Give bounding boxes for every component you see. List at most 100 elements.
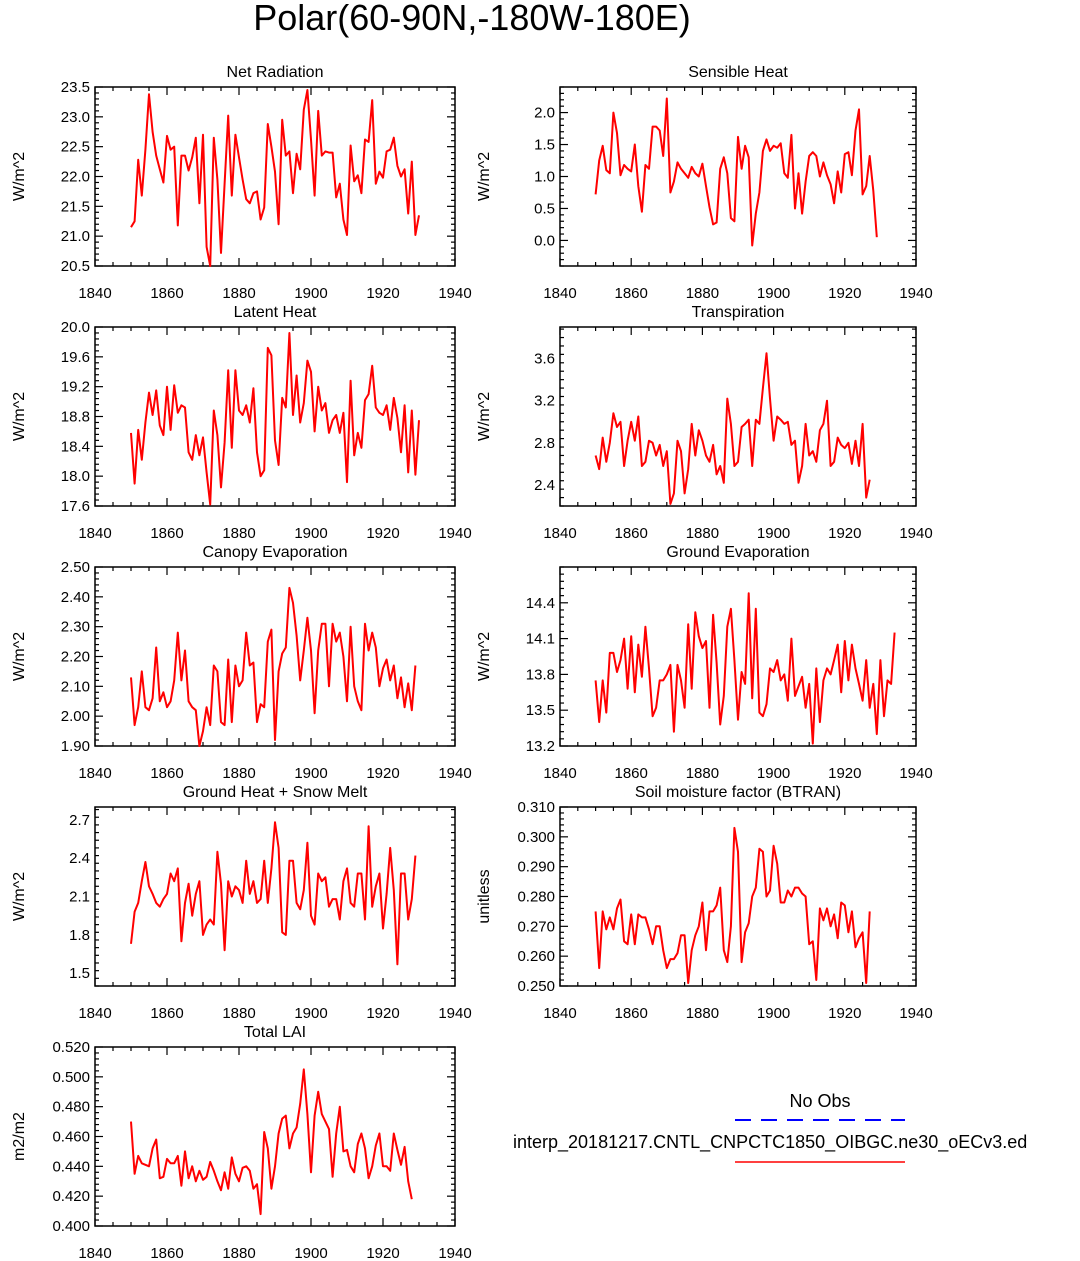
x-tick-label: 1940: [438, 525, 471, 542]
y-axis-label: W/m^2: [476, 152, 493, 201]
x-tick-label: 1840: [78, 285, 111, 302]
y-tick-label: 23.5: [61, 79, 90, 96]
plot-frame: [559, 806, 917, 987]
y-tick-label: 2.50: [61, 559, 90, 576]
chart-title: Ground Evaporation: [666, 544, 809, 561]
y-axis-label: W/m^2: [476, 392, 493, 441]
y-tick-label: 2.00: [61, 708, 90, 725]
y-tick-label: 2.10: [61, 678, 90, 695]
x-tick-label: 1900: [757, 285, 790, 302]
x-tick-label: 1860: [615, 765, 648, 782]
series-line-model: [130, 89, 420, 267]
chart-transpiration: Transpiration W/m^2 1840 1860 1880 1900 1920 19…: [476, 304, 933, 542]
series-line-model: [130, 1068, 413, 1216]
chart-canopy-evaporation: Canopy Evaporation W/m^2 1840 1860 1880 1900 1…: [11, 544, 472, 782]
y-tick-label: 0.440: [52, 1158, 90, 1175]
series-line-model: [130, 332, 420, 506]
y-tick-label: 2.8: [534, 435, 555, 452]
y-tick-label: 22.0: [61, 169, 90, 186]
x-tick-label: 1940: [438, 1005, 471, 1022]
y-tick-label: 2.4: [534, 477, 555, 494]
x-tick-label: 1900: [294, 765, 327, 782]
y-tick-label: 13.8: [526, 666, 555, 683]
y-tick-label: 14.4: [526, 595, 555, 612]
x-tick-label: 1920: [828, 525, 861, 542]
y-tick-label: 18.8: [61, 409, 90, 426]
y-axis-label: W/m^2: [11, 152, 28, 201]
x-tick-label: 1840: [543, 765, 576, 782]
chart-ground-evaporation: Ground Evaporation W/m^2 1840 1860 1880 1900 1…: [476, 544, 933, 782]
y-tick-label: 2.40: [61, 589, 90, 606]
y-tick-label: 0.400: [52, 1218, 90, 1235]
y-tick-label: 1.5: [69, 965, 90, 982]
y-tick-label: 13.2: [526, 738, 555, 755]
y-tick-label: 0.260: [517, 948, 555, 965]
chart-title: Canopy Evaporation: [203, 544, 348, 561]
x-tick-label: 1860: [150, 1005, 183, 1022]
y-tick-label: 0.0: [534, 232, 555, 249]
chart-title: Total LAI: [244, 1024, 306, 1041]
y-tick-label: 0.290: [517, 859, 555, 876]
chart-title: Ground Heat + Snow Melt: [183, 784, 368, 801]
y-tick-label: 2.7: [69, 812, 90, 829]
y-tick-label: 20.0: [61, 319, 90, 336]
chart-sensible-heat: Sensible Heat W/m^2 1840 1860 1880 1900 1920 19…: [476, 64, 933, 302]
panels: Net Radiation W/m^2 1840 1860 1880 1900 1920 19…: [11, 64, 933, 1261]
chart-title: Transpiration: [692, 304, 785, 321]
x-tick-label: 1920: [366, 285, 399, 302]
x-tick-label: 1880: [686, 525, 719, 542]
chart-title: Net Radiation: [227, 64, 324, 81]
series-line-model: [594, 97, 878, 247]
x-tick-label: 1840: [78, 1245, 111, 1261]
x-tick-label: 1880: [222, 1005, 255, 1022]
x-tick-label: 1900: [294, 285, 327, 302]
x-tick-label: 1880: [222, 285, 255, 302]
x-tick-label: 1900: [757, 765, 790, 782]
y-tick-label: 18.4: [61, 438, 90, 455]
series-line-model: [130, 821, 417, 966]
x-tick-label: 1860: [615, 525, 648, 542]
x-tick-label: 1840: [78, 525, 111, 542]
y-tick-label: 1.8: [69, 927, 90, 944]
plot-frame: [94, 326, 456, 507]
y-tick-label: 17.6: [61, 498, 90, 515]
y-axis-label: unitless: [476, 869, 493, 923]
x-tick-label: 1900: [757, 1005, 790, 1022]
y-tick-label: 0.280: [517, 889, 555, 906]
x-tick-label: 1880: [686, 285, 719, 302]
series-line-model: [594, 826, 871, 984]
x-tick-label: 1860: [150, 525, 183, 542]
y-axis-label: W/m^2: [476, 632, 493, 681]
y-tick-label: 19.6: [61, 349, 90, 366]
x-tick-label: 1940: [899, 525, 932, 542]
y-tick-label: 2.1: [69, 889, 90, 906]
x-tick-label: 1900: [294, 1245, 327, 1261]
y-tick-label: 3.6: [534, 351, 555, 368]
chart-ground-heat-snow-melt: Ground Heat + Snow Melt W/m^2 1840 1860 1880…: [11, 784, 472, 1022]
x-tick-label: 1940: [438, 765, 471, 782]
x-tick-label: 1900: [294, 1005, 327, 1022]
x-tick-label: 1940: [899, 765, 932, 782]
y-tick-label: 0.270: [517, 918, 555, 935]
legend: No Obs interp_20181217.CNTL_CNPCTC1850_O…: [513, 1091, 1027, 1163]
y-tick-label: 0.420: [52, 1188, 90, 1205]
y-tick-label: 21.0: [61, 228, 90, 245]
chart-net-radiation: Net Radiation W/m^2 1840 1860 1880 1900 1920 19…: [11, 64, 472, 302]
y-tick-label: 0.300: [517, 829, 555, 846]
y-tick-label: 0.5: [534, 200, 555, 217]
y-axis-label: m2/m2: [11, 1112, 28, 1161]
y-tick-label: 3.2: [534, 393, 555, 410]
x-tick-label: 1900: [294, 525, 327, 542]
y-tick-label: 22.5: [61, 139, 90, 156]
x-tick-label: 1920: [828, 765, 861, 782]
series-line-model: [130, 586, 417, 747]
series-line-model: [594, 592, 896, 745]
figure-title: Polar(60-90N,-180W-180E): [253, 0, 691, 38]
chart-total-lai: Total LAI m2/m2 1840 1860 1880 1900 1920 1940 0.…: [11, 1024, 472, 1261]
x-tick-label: 1840: [543, 525, 576, 542]
y-tick-label: 19.2: [61, 379, 90, 396]
x-tick-label: 1880: [686, 1005, 719, 1022]
chart-latent-heat: Latent Heat W/m^2 1840 1860 1880 1900 1920 1940…: [11, 304, 472, 542]
y-tick-label: 1.90: [61, 738, 90, 755]
